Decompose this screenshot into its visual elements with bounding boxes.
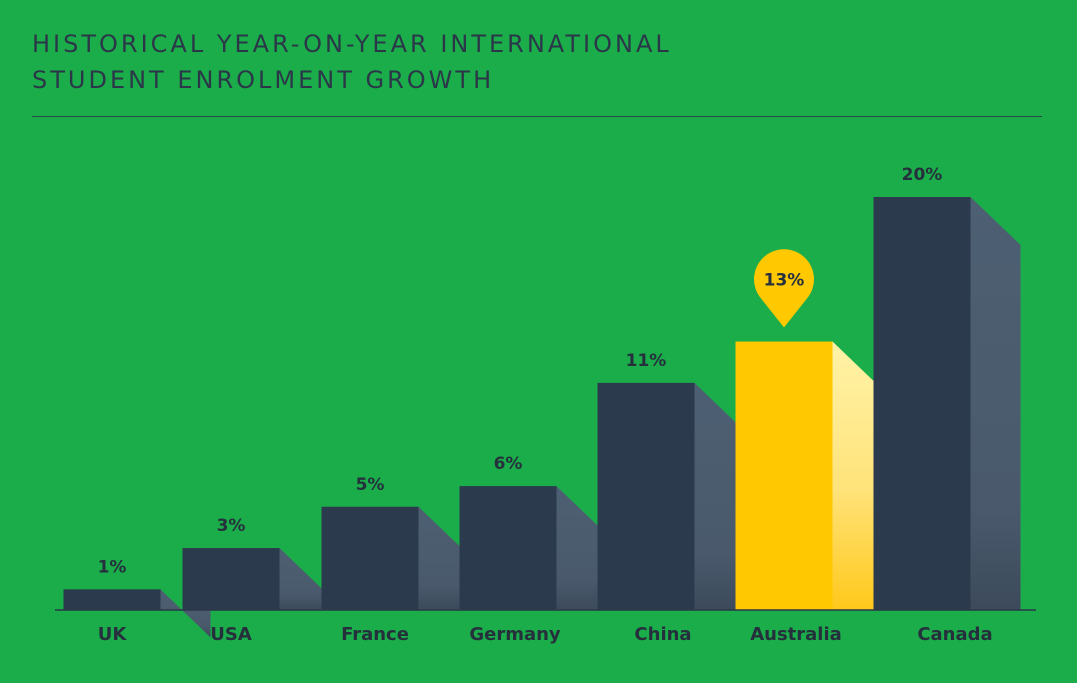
value-label-usa: 3% bbox=[217, 516, 246, 536]
category-label-germany: Germany bbox=[469, 624, 561, 645]
chart-title-line-1: HISTORICAL YEAR-ON-YEAR INTERNATIONAL bbox=[32, 30, 672, 58]
category-label-china: China bbox=[634, 624, 691, 645]
bar-france bbox=[321, 506, 419, 610]
bar-shade-uk bbox=[160, 589, 211, 638]
bar-shade-france bbox=[418, 506, 469, 610]
category-label-france: France bbox=[341, 624, 409, 645]
bars-layer: 1% UK 3% USA 5% France 6% Germany 11% China 13% Aus… bbox=[63, 165, 1021, 645]
value-label-australia: 13% bbox=[764, 271, 805, 291]
category-label-usa: USA bbox=[210, 624, 252, 645]
value-label-canada: 20% bbox=[902, 165, 943, 185]
category-label-canada: Canada bbox=[917, 624, 992, 645]
bar-uk bbox=[63, 589, 161, 610]
bar-shade-canada bbox=[970, 197, 1021, 610]
value-label-china: 11% bbox=[626, 351, 667, 371]
bar-group-germany: 6% Germany bbox=[459, 454, 607, 645]
bar-group-uk: 1% UK bbox=[63, 557, 211, 645]
chart-title-line-2: STUDENT ENROLMENT GROWTH bbox=[32, 66, 495, 94]
title-divider bbox=[32, 116, 1042, 117]
category-label-australia: Australia bbox=[750, 624, 842, 645]
bar-group-canada: 20% Canada bbox=[873, 165, 1021, 645]
value-label-france: 5% bbox=[356, 475, 385, 495]
bar-group-usa: 3% USA bbox=[182, 516, 330, 645]
bar-canada bbox=[873, 197, 971, 610]
bar-usa bbox=[182, 548, 280, 610]
bar-shade-usa bbox=[279, 548, 330, 610]
bar-group-france: 5% France bbox=[321, 475, 469, 645]
value-label-uk: 1% bbox=[98, 557, 127, 577]
bar-shade-china bbox=[694, 382, 745, 610]
bar-china bbox=[597, 382, 695, 610]
bar-group-china: 11% China bbox=[597, 351, 745, 645]
bar-shade-germany bbox=[556, 486, 607, 610]
bar-australia bbox=[735, 341, 833, 610]
bar-shade-australia bbox=[832, 341, 883, 610]
chart-title: HISTORICAL YEAR-ON-YEAR INTERNATIONAL ST… bbox=[32, 26, 672, 98]
bar-germany bbox=[459, 486, 557, 610]
bar-group-australia: 13% Australia bbox=[735, 249, 883, 645]
highlight-pin-marker bbox=[754, 249, 815, 328]
category-label-uk: UK bbox=[98, 624, 128, 645]
value-label-germany: 6% bbox=[494, 454, 523, 474]
